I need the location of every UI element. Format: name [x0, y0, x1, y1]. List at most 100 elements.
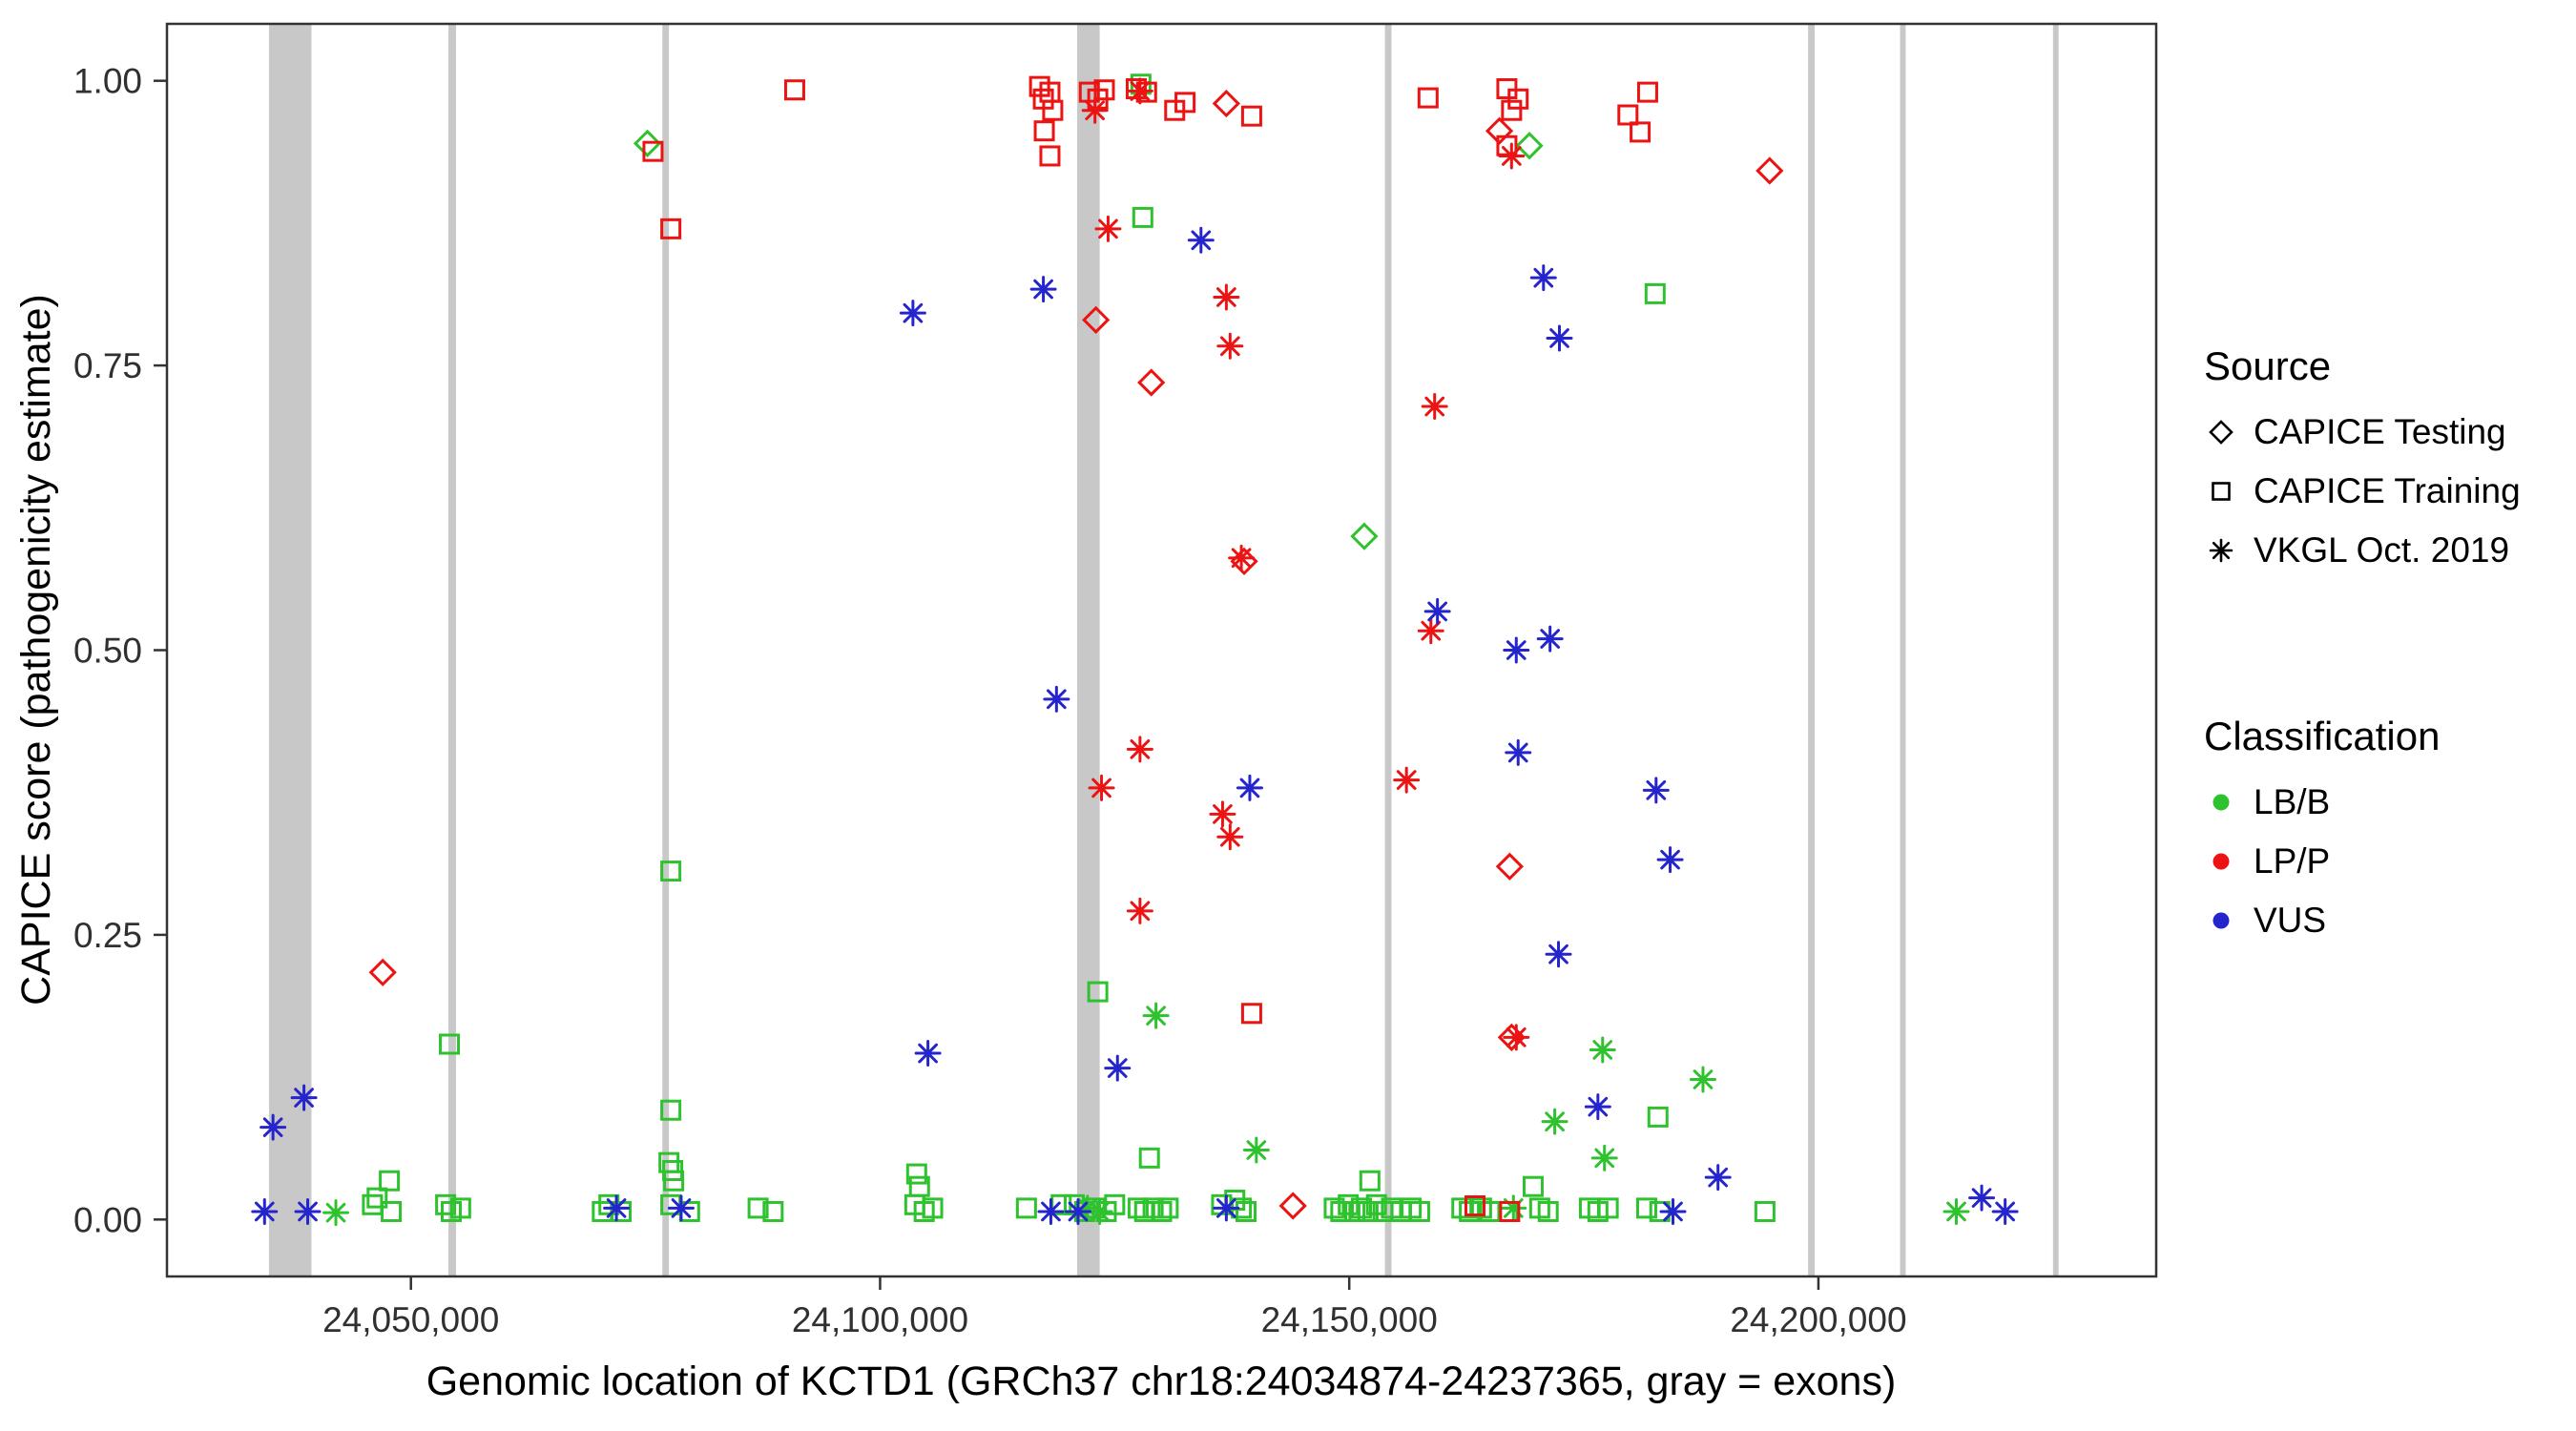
exon-band [1900, 24, 1906, 1276]
data-point-square [1499, 1200, 1521, 1222]
data-point-square [1417, 87, 1439, 109]
data-point-asterisk [1590, 1144, 1618, 1172]
data-point-square [660, 861, 682, 882]
data-point-asterisk [294, 1197, 322, 1225]
x-tick-label: 24,100,000 [792, 1300, 968, 1339]
data-point-asterisk [1187, 226, 1215, 254]
data-point-asterisk [1656, 846, 1684, 874]
data-point-asterisk [1704, 1164, 1732, 1192]
plot-panel-border [165, 22, 2158, 1278]
lbb-color-dot-icon [2204, 785, 2238, 819]
data-point-square [660, 1099, 682, 1121]
data-point-asterisk [260, 1113, 287, 1141]
data-point-asterisk [1546, 324, 1573, 352]
data-point-asterisk [1541, 1108, 1568, 1135]
legend-label-capice-testing: CAPICE Testing [2254, 412, 2506, 451]
data-point-asterisk [1584, 1093, 1611, 1121]
data-point-asterisk [1503, 636, 1530, 664]
data-point-square [366, 1187, 388, 1209]
data-point-asterisk [1417, 617, 1444, 645]
data-point-square [1754, 1200, 1776, 1222]
y-tick-label: 0.25 [73, 916, 142, 955]
data-point-diamond [1485, 116, 1514, 145]
data-point-asterisk [251, 1197, 279, 1225]
data-point-square [1501, 99, 1523, 121]
data-point-asterisk [1029, 276, 1057, 303]
data-point-asterisk [1081, 96, 1109, 124]
data-point-square [642, 140, 664, 162]
data-point-asterisk [1689, 1066, 1716, 1093]
data-point-square [1597, 1197, 1619, 1219]
data-point-square [439, 1033, 461, 1055]
legend-source-group: Source CAPICE Testing CAPICE Training [2204, 343, 2566, 580]
data-point-square [1157, 1197, 1179, 1219]
legend-item-capice-training: CAPICE Training [2204, 462, 2566, 521]
y-tick-label: 0.50 [73, 632, 142, 671]
data-point-asterisk [667, 1194, 695, 1222]
data-point-square [1344, 1200, 1366, 1222]
data-point-square [1459, 1200, 1481, 1222]
data-point-asterisk [1126, 897, 1153, 924]
exon-band [268, 24, 312, 1276]
data-point-square [905, 1163, 927, 1185]
legend-label-lbb: LB/B [2254, 782, 2331, 821]
legend-item-lpp: LP/P [2204, 832, 2566, 891]
data-point-square [592, 1200, 613, 1222]
data-point-asterisk [322, 1199, 350, 1227]
data-point-square [663, 1170, 685, 1192]
legend-item-vkgl: VKGL Oct. 2019 [2204, 521, 2566, 580]
square-icon [2204, 474, 2238, 508]
data-point-asterisk [1088, 774, 1115, 801]
data-point-square [908, 1175, 930, 1197]
data-point-square [362, 1193, 384, 1215]
exon-band [662, 24, 670, 1276]
data-point-square [747, 1197, 769, 1219]
data-point-diamond [1755, 156, 1784, 185]
legend-label-capice-training: CAPICE Training [2254, 471, 2521, 510]
exon-band [1076, 24, 1100, 1276]
data-point-square [1039, 145, 1061, 167]
data-point-asterisk [1064, 1197, 1091, 1225]
data-point-square [435, 1193, 457, 1215]
data-point-square [1451, 1197, 1473, 1219]
exon-band [1808, 24, 1816, 1276]
data-point-square [1015, 1197, 1037, 1219]
data-point-square [1132, 206, 1153, 228]
y-axis-title: CAPICE score (pathogenicity estimate) [13, 294, 59, 1006]
data-point-asterisk [1505, 738, 1532, 766]
data-point-square [1350, 1197, 1372, 1219]
data-point-asterisk [1216, 332, 1244, 360]
data-point-asterisk [914, 1040, 942, 1068]
data-point-square [1617, 104, 1639, 126]
data-point-square [762, 1200, 784, 1222]
y-tick-label: 0.75 [73, 346, 142, 385]
data-point-diamond [1137, 368, 1166, 397]
legend-item-lbb: LB/B [2204, 773, 2566, 832]
data-point-asterisk [1500, 1194, 1527, 1222]
data-point-square [1522, 1175, 1544, 1197]
data-point-diamond [1350, 522, 1379, 550]
data-point-square [1236, 1200, 1257, 1222]
data-point-asterisk [1545, 941, 1572, 968]
data-point-asterisk [1213, 283, 1240, 311]
data-point-asterisk [1142, 1002, 1170, 1029]
y-tick-label: 1.00 [73, 62, 142, 101]
data-point-asterisk [1589, 1036, 1616, 1064]
data-point-asterisk [1073, 1194, 1101, 1222]
data-point-square [1359, 1170, 1381, 1192]
legend-label-vkgl: VKGL Oct. 2019 [2254, 530, 2510, 570]
data-point-asterisk [603, 1194, 631, 1222]
exon-band [448, 24, 456, 1276]
data-point-asterisk [1503, 1024, 1530, 1051]
legend-item-capice-testing: CAPICE Testing [2204, 403, 2566, 462]
data-point-diamond [368, 958, 397, 986]
data-point-asterisk [1393, 766, 1421, 794]
legend: Source CAPICE Testing CAPICE Training [2204, 343, 2566, 950]
data-point-square [1636, 81, 1658, 103]
data-point-square [1647, 1106, 1669, 1128]
data-point-diamond [1082, 305, 1111, 334]
data-point-asterisk [1942, 1197, 1970, 1225]
data-point-square [1464, 1194, 1485, 1216]
